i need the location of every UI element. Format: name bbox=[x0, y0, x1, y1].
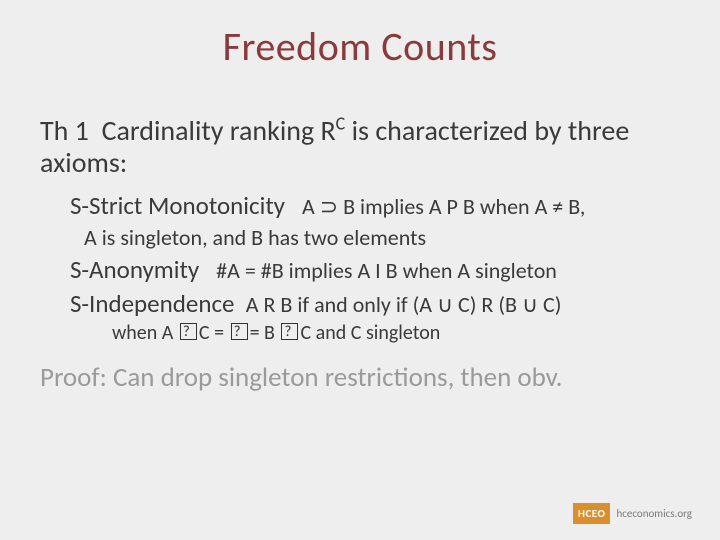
unknown-glyph-2 bbox=[231, 323, 248, 340]
slide-title: Freedom Counts bbox=[0, 22, 720, 71]
slide: Freedom Counts Th 1 Cardinality ranking … bbox=[0, 0, 720, 540]
axiom-monotonicity: S-Strict Monotonicity A ⊃ B implies A P … bbox=[70, 189, 680, 223]
footer: HCEO hceconomics.org bbox=[573, 503, 692, 524]
theorem-line: Th 1 Cardinality ranking RC is character… bbox=[40, 115, 680, 179]
theorem-label: Th 1 bbox=[40, 113, 89, 148]
axiom-indep-d1: A R B if and only if (A bbox=[246, 291, 437, 318]
hceo-logo-box: HCEO bbox=[573, 503, 610, 524]
theorem-superscript: C bbox=[336, 113, 346, 135]
unknown-glyph-1 bbox=[180, 323, 197, 340]
indep-sub-2: C = bbox=[199, 321, 229, 345]
axiom-anon-detail: #A = #B implies A I B when A singleton bbox=[216, 257, 557, 284]
axiom-independence: S-Independence A R B if and only if (A ∪… bbox=[70, 287, 680, 321]
axioms-block: S-Strict Monotonicity A ⊃ B implies A P … bbox=[70, 189, 680, 347]
axiom-mono-d1: A bbox=[302, 193, 320, 220]
union-symbol-1: ∪ bbox=[437, 292, 453, 317]
axiom-anon-name: S-Anonymity bbox=[70, 254, 199, 285]
axiom-mono-d2: B implies A P B when A ≠ B, bbox=[338, 193, 585, 220]
superset-symbol: ⊃ bbox=[320, 194, 338, 219]
unknown-glyph-3 bbox=[281, 323, 298, 340]
axiom-mono-name: S-Strict Monotonicity bbox=[70, 190, 285, 221]
axiom-indep-sub: when A C = = B C and C singleton bbox=[112, 320, 680, 347]
slide-body: Th 1 Cardinality ranking RC is character… bbox=[40, 115, 680, 395]
indep-sub-1: when A bbox=[112, 321, 178, 345]
axiom-mono-sub: A is singleton, and B has two elements bbox=[84, 223, 680, 253]
indep-sub-4: C and C singleton bbox=[300, 321, 440, 345]
proof-line: Proof: Can drop singleton restrictions, … bbox=[40, 361, 680, 395]
axiom-indep-d2: C) R (B bbox=[453, 291, 522, 318]
hceo-url: hceconomics.org bbox=[616, 507, 692, 520]
union-symbol-2: ∪ bbox=[522, 292, 538, 317]
axiom-anonymity: S-Anonymity #A = #B implies A I B when A… bbox=[70, 253, 680, 287]
axiom-indep-name: S-Independence bbox=[70, 288, 234, 319]
theorem-text-1: Cardinality ranking R bbox=[102, 113, 336, 148]
indep-sub-3: = B bbox=[250, 321, 280, 345]
axiom-indep-d3: C) bbox=[538, 291, 561, 318]
